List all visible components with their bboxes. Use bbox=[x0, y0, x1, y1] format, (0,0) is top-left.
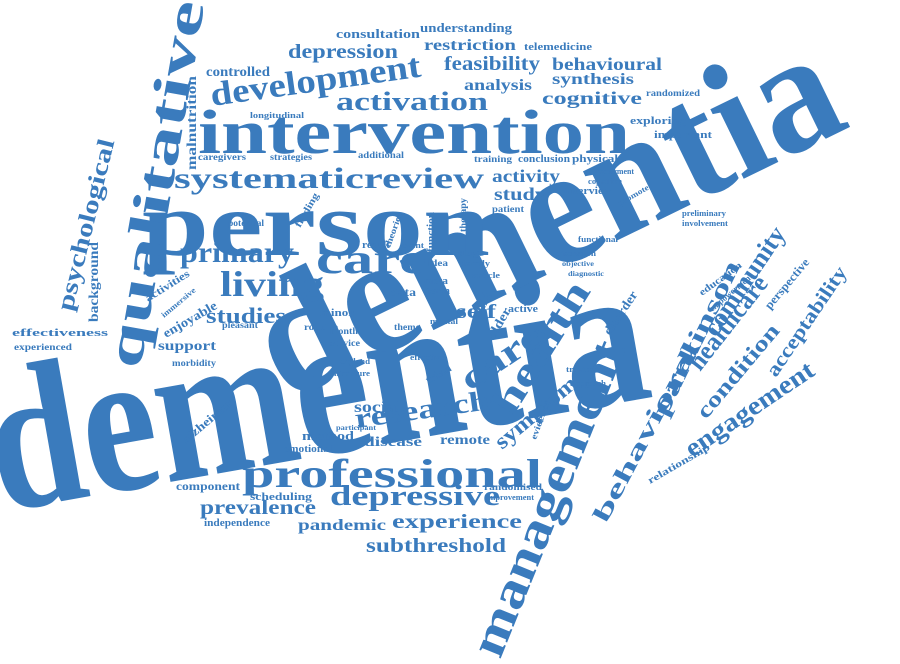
word-pandemic: pandemic bbox=[298, 517, 386, 534]
word-intervention: intervention bbox=[198, 99, 630, 167]
word-randomised: randomised bbox=[484, 482, 542, 492]
word-mental: mental bbox=[430, 317, 459, 326]
word-care: care bbox=[316, 237, 426, 283]
word-activity: activity bbox=[492, 166, 560, 186]
word-functional: functional bbox=[578, 235, 619, 244]
word-disease: disease bbox=[364, 435, 422, 450]
word-independence: independence bbox=[204, 518, 271, 529]
word-impairment: impairment bbox=[594, 167, 634, 176]
word-subthreshold: subthreshold bbox=[366, 535, 506, 557]
word-background: background bbox=[87, 242, 102, 322]
word-discussion: discussion bbox=[556, 249, 597, 258]
word-therapy: therapy bbox=[458, 197, 468, 232]
word-depression: depression bbox=[288, 41, 398, 63]
word-component: component bbox=[176, 479, 240, 493]
word-controlled: controlled bbox=[206, 65, 270, 80]
word-effectiveness: effectiveness bbox=[12, 327, 109, 339]
word-telemedicine: telemedicine bbox=[524, 41, 592, 53]
word-studies: studies bbox=[206, 303, 287, 328]
word-participant: participant bbox=[336, 424, 377, 432]
word-important: important bbox=[654, 130, 713, 141]
word-self: self bbox=[456, 301, 496, 323]
word-month: month bbox=[330, 326, 358, 336]
word-diagnostic: diagnostic bbox=[568, 270, 604, 278]
word-activation: activation bbox=[336, 87, 489, 116]
word-exploring: exploring bbox=[630, 115, 687, 127]
word-patient: patient bbox=[492, 204, 524, 214]
word-strategies: strategies bbox=[270, 152, 313, 162]
word-minor: minor bbox=[320, 307, 354, 319]
word-living: living bbox=[220, 264, 324, 304]
word-support: support bbox=[158, 339, 216, 354]
word-improvement: improvement bbox=[486, 493, 534, 502]
word-feasibility: feasibility bbox=[444, 53, 540, 75]
word-function: function bbox=[426, 212, 437, 252]
word-remote: remote bbox=[440, 433, 490, 448]
word-systematicreview: systematicreview bbox=[174, 162, 484, 195]
word-stage: stage bbox=[458, 248, 484, 258]
word-cognitive: cognitive bbox=[542, 88, 642, 108]
word-longitudinal: longitudinal bbox=[250, 111, 305, 120]
word-primary: primary bbox=[180, 236, 294, 269]
word-randomized: randomized bbox=[646, 88, 700, 98]
word-social: social bbox=[354, 399, 403, 416]
word-emotional: emotional bbox=[284, 444, 332, 455]
word-person: person bbox=[142, 173, 490, 275]
word-morbidity: morbidity bbox=[172, 358, 217, 368]
word-prevalence: prevalence bbox=[200, 497, 316, 519]
word-service: service bbox=[330, 338, 360, 348]
word-england: england bbox=[340, 357, 371, 366]
word-event: event bbox=[402, 241, 424, 250]
word-analysis: analysis bbox=[464, 77, 532, 94]
word-behavioural: behavioural bbox=[552, 54, 662, 74]
word-result: result bbox=[362, 240, 391, 251]
word-additional: additional bbox=[358, 150, 405, 160]
word-study: study bbox=[494, 184, 546, 204]
word-active: active bbox=[508, 304, 539, 315]
word-term: term bbox=[426, 286, 451, 297]
word-pleasant: pleasant bbox=[222, 320, 258, 330]
word-conclusion: conclusion bbox=[518, 154, 570, 165]
word-caregivers: caregivers bbox=[198, 152, 247, 162]
word-cognition: cognition bbox=[588, 177, 623, 186]
word-article: article bbox=[472, 271, 501, 280]
word-meta: meta bbox=[424, 276, 448, 287]
word-malnutrition: malnutrition bbox=[185, 76, 200, 170]
word-restriction: restriction bbox=[424, 37, 516, 54]
word-idea: idea bbox=[428, 258, 449, 268]
word-experience: experience bbox=[392, 511, 522, 533]
word-professional: professional bbox=[242, 451, 542, 496]
word-approach: approach bbox=[570, 379, 607, 388]
word-experienced: experienced bbox=[14, 342, 72, 352]
word-effective: effective bbox=[410, 353, 445, 362]
word-treatment: treatment bbox=[566, 365, 606, 374]
word-depressive: depressive bbox=[330, 481, 500, 512]
word-theme: theme bbox=[394, 322, 420, 332]
word-synthesis: synthesis bbox=[552, 71, 634, 88]
word-physical: physical bbox=[572, 153, 618, 165]
word-relationship: relationship bbox=[646, 442, 713, 487]
word-consultation: consultation bbox=[336, 26, 421, 41]
word-scheduling: scheduling bbox=[250, 491, 313, 503]
word-understanding: understanding bbox=[420, 20, 513, 35]
word-method: method bbox=[302, 428, 355, 443]
word-training: training bbox=[474, 154, 513, 164]
word-routine: routine bbox=[304, 322, 338, 332]
word-preliminary: preliminary bbox=[682, 209, 726, 218]
word-objective: objective bbox=[562, 260, 594, 268]
word-literature: literature bbox=[334, 369, 371, 378]
word-potential: potential bbox=[228, 218, 265, 228]
word-involvement: involvement bbox=[682, 219, 728, 228]
word-interview: interview bbox=[564, 186, 613, 197]
word-family: family bbox=[462, 259, 490, 268]
word-data: data bbox=[390, 285, 416, 299]
